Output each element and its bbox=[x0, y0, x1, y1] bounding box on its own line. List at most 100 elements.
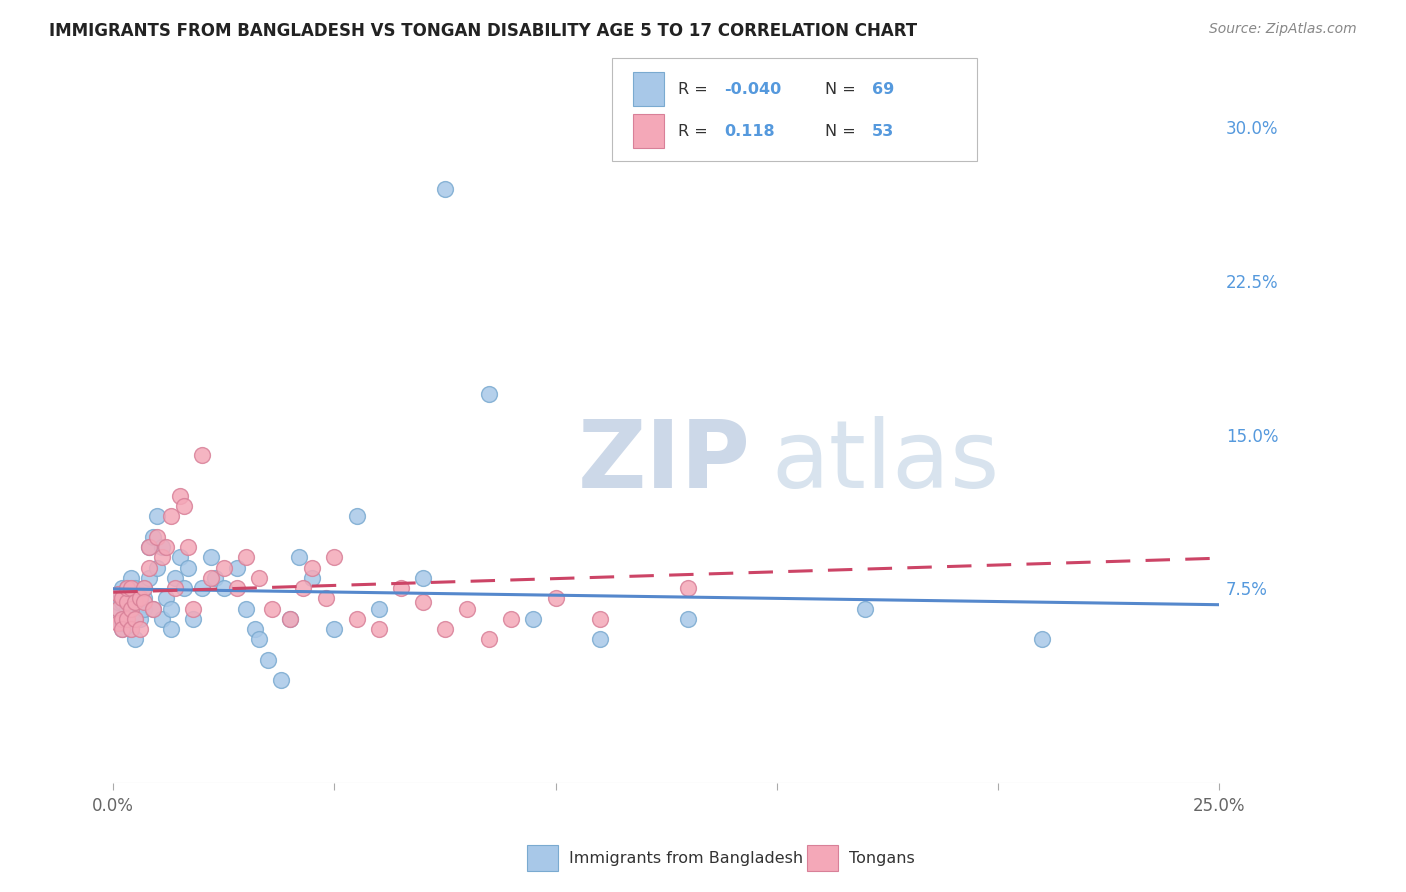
Point bbox=[138, 540, 160, 554]
Point bbox=[111, 591, 134, 606]
Point bbox=[124, 612, 146, 626]
Point bbox=[159, 509, 181, 524]
Point bbox=[107, 587, 129, 601]
Point bbox=[169, 550, 191, 565]
Text: N =: N = bbox=[825, 124, 862, 138]
Point bbox=[389, 581, 412, 595]
Point bbox=[124, 581, 146, 595]
Point bbox=[589, 632, 612, 647]
Point bbox=[142, 530, 165, 544]
Point bbox=[134, 591, 156, 606]
Text: ZIP: ZIP bbox=[578, 417, 751, 508]
Point bbox=[522, 612, 544, 626]
Point bbox=[235, 550, 257, 565]
Text: 0.118: 0.118 bbox=[724, 124, 775, 138]
Point bbox=[120, 606, 142, 620]
Point bbox=[134, 601, 156, 615]
Text: 53: 53 bbox=[872, 124, 894, 138]
Point bbox=[478, 632, 501, 647]
Point bbox=[177, 540, 200, 554]
Point bbox=[501, 612, 523, 626]
Point bbox=[138, 571, 160, 585]
Point bbox=[120, 591, 142, 606]
Point bbox=[200, 571, 222, 585]
Point bbox=[111, 595, 134, 609]
Point bbox=[150, 550, 173, 565]
Point bbox=[111, 581, 134, 595]
Point bbox=[301, 571, 323, 585]
Point bbox=[115, 591, 138, 606]
Point bbox=[155, 591, 177, 606]
Point bbox=[115, 581, 138, 595]
Point bbox=[270, 673, 292, 688]
Point bbox=[107, 615, 129, 630]
Point bbox=[146, 530, 169, 544]
Point bbox=[301, 560, 323, 574]
Point bbox=[138, 560, 160, 574]
Point bbox=[115, 595, 138, 609]
Point bbox=[226, 581, 249, 595]
Point bbox=[346, 509, 368, 524]
Point bbox=[247, 571, 270, 585]
Point bbox=[292, 581, 315, 595]
Point bbox=[288, 550, 311, 565]
Point bbox=[278, 612, 301, 626]
Point bbox=[257, 653, 280, 667]
Point bbox=[115, 612, 138, 626]
Point bbox=[200, 550, 222, 565]
Point bbox=[262, 601, 284, 615]
Point bbox=[1031, 632, 1053, 647]
Point bbox=[115, 601, 138, 615]
Point bbox=[412, 595, 434, 609]
Text: Source: ZipAtlas.com: Source: ZipAtlas.com bbox=[1209, 22, 1357, 37]
Point bbox=[128, 587, 150, 601]
Point bbox=[107, 591, 129, 606]
Point bbox=[134, 581, 156, 595]
Text: R =: R = bbox=[678, 124, 713, 138]
Point bbox=[173, 499, 195, 513]
Point bbox=[124, 632, 146, 647]
Point bbox=[120, 571, 142, 585]
Point bbox=[169, 489, 191, 503]
Point bbox=[115, 612, 138, 626]
Point bbox=[544, 591, 567, 606]
Point bbox=[478, 386, 501, 401]
Point bbox=[676, 581, 699, 595]
Point bbox=[226, 560, 249, 574]
Point bbox=[146, 509, 169, 524]
Point bbox=[128, 622, 150, 636]
Point bbox=[165, 581, 187, 595]
Point bbox=[128, 601, 150, 615]
Text: Tongans: Tongans bbox=[849, 851, 915, 865]
Point bbox=[111, 622, 134, 636]
Point bbox=[159, 601, 181, 615]
Point bbox=[111, 612, 134, 626]
Point bbox=[323, 622, 346, 636]
Point bbox=[181, 601, 204, 615]
Point bbox=[120, 607, 142, 622]
Point bbox=[190, 581, 212, 595]
Point bbox=[120, 601, 142, 615]
Point bbox=[134, 595, 156, 609]
Point bbox=[142, 601, 165, 615]
Point bbox=[159, 622, 181, 636]
Point bbox=[107, 587, 129, 601]
Point bbox=[124, 612, 146, 626]
Point bbox=[853, 601, 876, 615]
Point bbox=[433, 182, 456, 196]
Point bbox=[155, 540, 177, 554]
Point bbox=[346, 612, 368, 626]
Point bbox=[367, 601, 389, 615]
Text: R =: R = bbox=[678, 82, 713, 96]
Point bbox=[150, 540, 173, 554]
Point bbox=[235, 601, 257, 615]
Point bbox=[165, 571, 187, 585]
Point bbox=[111, 612, 134, 626]
Point bbox=[204, 571, 226, 585]
Point bbox=[212, 560, 235, 574]
Point bbox=[142, 601, 165, 615]
Text: Immigrants from Bangladesh: Immigrants from Bangladesh bbox=[569, 851, 804, 865]
Point bbox=[124, 595, 146, 609]
Point bbox=[115, 581, 138, 595]
Point bbox=[589, 612, 612, 626]
